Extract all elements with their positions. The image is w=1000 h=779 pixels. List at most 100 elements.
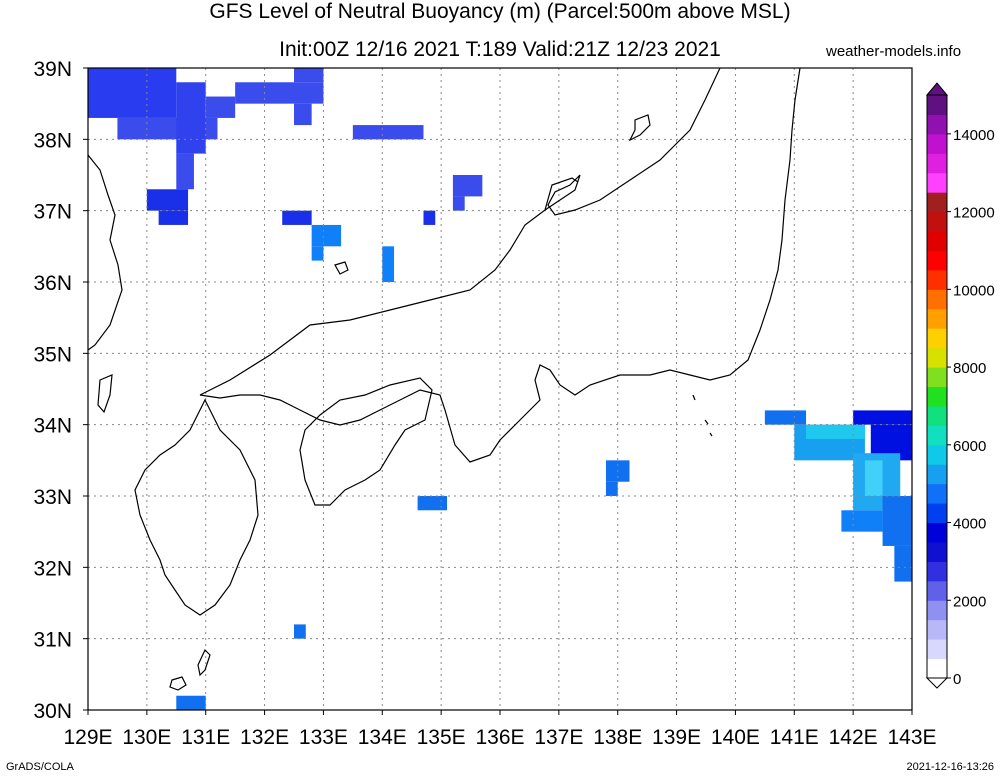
colorbar-segment bbox=[927, 619, 947, 640]
lon-label: 133E bbox=[299, 726, 348, 749]
colorbar-label: 12000 bbox=[953, 205, 995, 222]
lon-label: 139E bbox=[652, 726, 701, 749]
lon-label: 141E bbox=[770, 726, 819, 749]
colorbar-label: 4000 bbox=[953, 516, 986, 533]
colorbar-bottom-arrow bbox=[925, 677, 949, 689]
field-cell bbox=[382, 246, 395, 282]
field-cell bbox=[158, 210, 189, 225]
colorbar-label: 2000 bbox=[953, 593, 986, 610]
honshu-coast bbox=[199, 67, 801, 463]
colorbar bbox=[925, 82, 949, 689]
buoyancy-fields bbox=[88, 68, 912, 710]
colorbar-segment bbox=[927, 153, 947, 174]
colorbar-segment bbox=[927, 269, 947, 290]
colorbar-segment bbox=[927, 95, 947, 115]
lon-label: 131E bbox=[181, 726, 230, 749]
field-cell bbox=[294, 68, 324, 83]
lon-label: 136E bbox=[475, 726, 524, 749]
field-cell bbox=[452, 175, 483, 197]
field-cell bbox=[176, 695, 206, 710]
lat-label: 36N bbox=[33, 272, 72, 295]
colorbar-label: 8000 bbox=[953, 360, 986, 377]
field-cell bbox=[864, 460, 883, 496]
colorbar-label: 0 bbox=[953, 671, 961, 688]
colorbar-segment bbox=[927, 541, 947, 562]
colorbar-segment bbox=[927, 483, 947, 504]
colorbar-segment bbox=[927, 658, 947, 679]
footer-timestamp: 2021-12-16-13:26 bbox=[906, 761, 994, 773]
colorbar-segment bbox=[927, 172, 947, 193]
title-line1: GFS Level of Neutral Buoyancy (m) (Parce… bbox=[209, 0, 791, 23]
yakushima-island bbox=[169, 676, 187, 691]
field-cell bbox=[841, 510, 883, 532]
colorbar-segment bbox=[927, 561, 947, 582]
colorbar-segment bbox=[927, 211, 947, 232]
lat-label: 35N bbox=[33, 343, 72, 366]
colorbar-segment bbox=[927, 405, 947, 426]
lon-label: 137E bbox=[534, 726, 583, 749]
lat-label: 38N bbox=[33, 129, 72, 152]
colorbar-top-arrow bbox=[925, 82, 949, 96]
field-cell bbox=[352, 125, 424, 140]
lat-label: 34N bbox=[33, 415, 72, 438]
field-cell bbox=[417, 496, 448, 511]
colorbar-segment bbox=[927, 289, 947, 310]
colorbar-label: 6000 bbox=[953, 438, 986, 455]
colorbar-segment bbox=[927, 600, 947, 621]
lat-label: 33N bbox=[33, 486, 72, 509]
tanegashima-island bbox=[197, 648, 211, 677]
colorbar-segment bbox=[927, 639, 947, 660]
field-cell bbox=[294, 624, 306, 639]
field-cell bbox=[205, 96, 236, 118]
colorbar-segment bbox=[927, 425, 947, 446]
colorbar-segment bbox=[927, 133, 947, 154]
colorbar-label: 14000 bbox=[953, 127, 995, 144]
colorbar-segment bbox=[927, 250, 947, 271]
field-cell bbox=[311, 224, 342, 247]
title-line2: Init:00Z 12/16 2021 T:189 Valid:21Z 12/2… bbox=[279, 38, 721, 61]
field-cell bbox=[853, 410, 912, 425]
field-cell bbox=[894, 545, 912, 582]
colorbar-segment bbox=[927, 231, 947, 251]
field-cell bbox=[294, 103, 312, 126]
lat-tick-labels: 39N 38N 37N 36N 35N 34N 33N 32N 31N 30N bbox=[33, 58, 88, 723]
lat-label: 30N bbox=[33, 700, 72, 723]
lon-label: 143E bbox=[887, 726, 936, 749]
footer-software: GrADS/COLA bbox=[6, 761, 74, 773]
lon-label: 135E bbox=[417, 726, 466, 749]
shikoku-coast bbox=[299, 377, 433, 506]
oki-island bbox=[334, 261, 349, 275]
colorbar-segment bbox=[927, 308, 947, 329]
colorbar-labels: 0 2000 4000 6000 8000 10000 12000 14000 bbox=[947, 127, 995, 688]
lat-label: 31N bbox=[33, 629, 72, 652]
field-cell bbox=[605, 481, 618, 496]
field-cell bbox=[235, 82, 324, 104]
lon-label: 138E bbox=[593, 726, 642, 749]
field-cell bbox=[764, 410, 807, 425]
lat-label: 37N bbox=[33, 201, 72, 224]
field-cell bbox=[176, 153, 194, 190]
lon-label: 132E bbox=[240, 726, 289, 749]
kyushu-coast bbox=[134, 398, 259, 616]
noto-peninsula bbox=[544, 177, 579, 211]
lat-label: 32N bbox=[33, 557, 72, 580]
site-credit: weather-models.info bbox=[826, 43, 962, 60]
lon-label: 134E bbox=[358, 726, 407, 749]
korea-coast bbox=[87, 154, 123, 351]
field-cell bbox=[311, 246, 324, 261]
colorbar-segment bbox=[927, 367, 947, 387]
field-cell bbox=[423, 210, 436, 225]
field-cell bbox=[146, 189, 189, 211]
colorbar-segment bbox=[927, 503, 947, 524]
colorbar-segment bbox=[927, 522, 947, 543]
colorbar-segment bbox=[927, 347, 947, 368]
izu-islands bbox=[692, 394, 713, 437]
field-cell bbox=[806, 424, 865, 439]
tsushima-island bbox=[97, 374, 113, 414]
lon-label: 140E bbox=[711, 726, 760, 749]
field-cell bbox=[452, 196, 465, 211]
lon-label: 130E bbox=[122, 726, 171, 749]
colorbar-frame bbox=[926, 94, 948, 679]
colorbar-label: 10000 bbox=[953, 282, 995, 299]
